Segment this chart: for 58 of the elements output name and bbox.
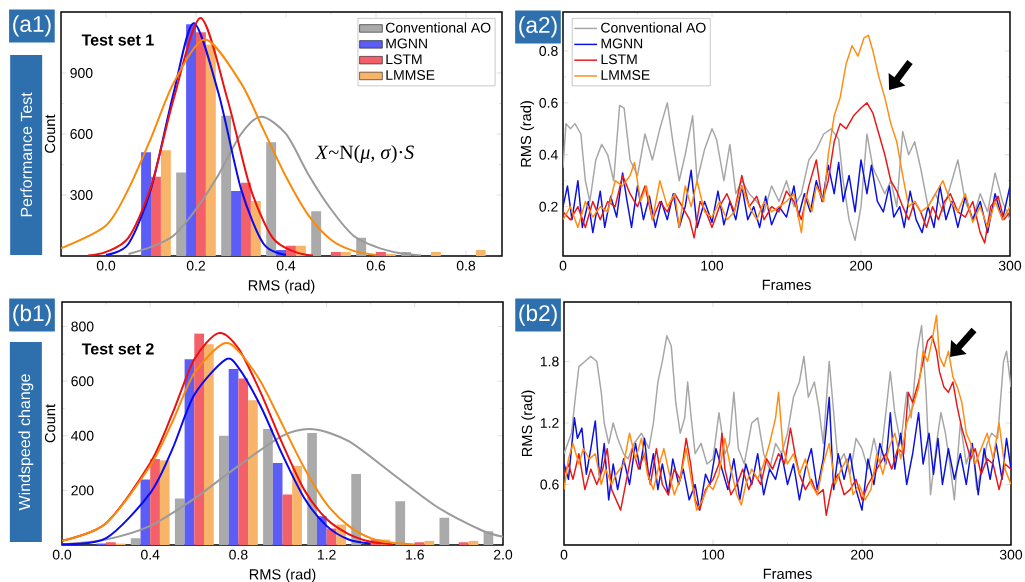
y-axis-title: RMS (rad) (520, 101, 535, 167)
text: Performance Test (20, 92, 33, 217)
y-tick-label: 900 (70, 68, 93, 78)
x-tick-label: 100 (702, 549, 725, 560)
x-tick-label: 1.2 (317, 549, 336, 560)
y-tick-label: 0.6 (539, 97, 558, 108)
y-tick-label: 800 (71, 321, 94, 332)
y-tick-label: 200 (71, 485, 94, 496)
legend-label: LMMSE (601, 70, 650, 80)
y-axis-title: RMS (rad) (521, 390, 536, 457)
y-tick-label: 600 (71, 376, 94, 387)
x-tick-label: 0.2 (186, 260, 206, 271)
legend-label: Conventional AO (385, 22, 491, 33)
x-tick-label: 300 (999, 549, 1023, 560)
x-tick-label: 0.8 (456, 260, 476, 271)
y-tick-label: 600 (70, 129, 93, 139)
text: (b2) (519, 304, 557, 326)
x-tick-label: 0 (559, 260, 567, 271)
x-tick-label: 0.8 (229, 549, 248, 560)
x-tick-label: 200 (851, 549, 874, 560)
annotation: Test set 1 (81, 34, 154, 46)
x-tick-label: 0.6 (366, 260, 386, 271)
y-tick-label: 1.2 (540, 418, 559, 428)
x-axis-title: Frames (763, 568, 812, 579)
legend-label: LSTM (386, 54, 422, 65)
x-tick-label: 1.6 (406, 549, 424, 560)
y-axis-title: Count (44, 114, 56, 153)
x-tick-label: 0.0 (96, 260, 116, 271)
legend-label: Conventional AO (601, 22, 706, 33)
y-tick-label: 0.2 (539, 201, 558, 212)
x-tick-label: 0 (560, 549, 568, 560)
y-tick-label: 0.6 (540, 479, 559, 490)
legend-label: LMMSE (386, 70, 435, 80)
y-tick-label: 1.8 (540, 356, 559, 367)
x-tick-label: 100 (701, 260, 724, 271)
text: Windspeed change (18, 374, 34, 511)
annotation: X~N(μ, σ)·S (314, 144, 414, 164)
x-tick-label: 200 (850, 260, 873, 271)
y-axis-title: Count (44, 404, 56, 443)
x-tick-label: 0.0 (52, 549, 72, 560)
x-tick-label: 2.0 (493, 549, 513, 560)
text: (a2) (519, 16, 557, 38)
y-tick-label: 300 (70, 190, 93, 200)
y-tick-label: 0.4 (539, 149, 558, 160)
annotation: Test set 2 (81, 343, 154, 355)
legend-label: LSTM (601, 54, 637, 65)
x-axis-title: RMS (rad) (249, 568, 316, 582)
legend-label: MGNN (386, 38, 427, 49)
x-tick-label: 0.4 (276, 260, 296, 271)
y-tick-label: 0.8 (539, 45, 558, 56)
x-tick-label: 300 (998, 260, 1022, 271)
x-axis-title: RMS (rad) (248, 279, 315, 294)
text: (b1) (13, 304, 51, 326)
y-tick-label: 400 (71, 430, 94, 441)
legend-label: MGNN (601, 38, 643, 49)
text: (a1) (13, 15, 51, 37)
x-axis-title: Frames (762, 279, 811, 290)
x-tick-label: 0.4 (141, 549, 160, 560)
